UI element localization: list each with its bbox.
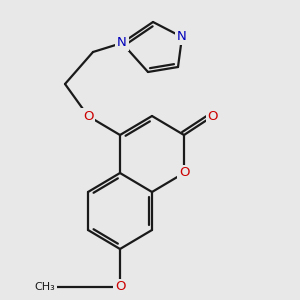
Text: O: O bbox=[115, 280, 125, 293]
Text: N: N bbox=[117, 37, 127, 50]
Text: N: N bbox=[177, 31, 187, 44]
Text: O: O bbox=[179, 167, 189, 179]
Text: O: O bbox=[83, 110, 93, 122]
Text: O: O bbox=[208, 110, 218, 122]
Text: CH₃: CH₃ bbox=[34, 282, 55, 292]
